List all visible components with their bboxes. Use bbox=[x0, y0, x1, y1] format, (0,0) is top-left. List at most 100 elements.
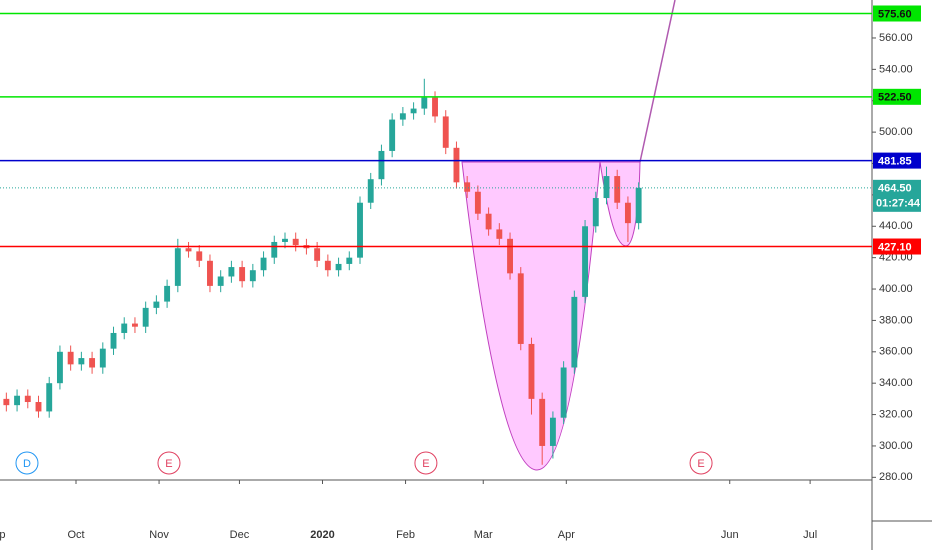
y-tick-label: 360.00 bbox=[879, 346, 913, 358]
x-tick-label: Mar bbox=[474, 529, 493, 541]
candle-body bbox=[432, 97, 438, 117]
level-label: 575.60 bbox=[878, 8, 912, 20]
candle-body bbox=[207, 260, 213, 286]
candle-body bbox=[324, 260, 331, 271]
level-label: 481.85 bbox=[878, 156, 912, 168]
y-tick-label: 340.00 bbox=[879, 377, 913, 389]
last-price-label: 464.50 bbox=[878, 183, 912, 195]
event-marker bbox=[157, 451, 181, 475]
candle-body bbox=[196, 251, 203, 261]
candle-body bbox=[3, 398, 10, 406]
candle-body bbox=[217, 276, 224, 286]
y-tick-label: 440.00 bbox=[879, 220, 913, 232]
y-tick-label: 380.00 bbox=[879, 314, 913, 326]
candle-body bbox=[624, 202, 631, 224]
event-marker bbox=[414, 451, 438, 475]
candle-body bbox=[507, 238, 513, 274]
candle-body bbox=[174, 248, 181, 286]
level-label: 427.10 bbox=[878, 241, 912, 253]
candle-body bbox=[239, 267, 246, 282]
x-tick-label: Jul bbox=[803, 529, 817, 541]
candle-body bbox=[153, 301, 160, 308]
candle-body bbox=[142, 307, 149, 327]
candle-body bbox=[78, 358, 85, 365]
candle-body bbox=[99, 348, 106, 368]
candle-body bbox=[335, 263, 342, 271]
event-label: D bbox=[23, 458, 31, 470]
candle-body bbox=[539, 398, 546, 446]
y-tick-label: 400.00 bbox=[879, 283, 913, 295]
y-tick-label: 320.00 bbox=[879, 408, 913, 420]
candle-body bbox=[89, 358, 96, 368]
candle-body bbox=[14, 395, 21, 406]
candle-body bbox=[614, 176, 621, 203]
candle-body bbox=[164, 285, 171, 302]
candle-body bbox=[603, 176, 610, 199]
candle-body bbox=[635, 187, 642, 224]
candle-body bbox=[399, 113, 406, 120]
candle-body bbox=[464, 182, 471, 192]
candle-body bbox=[185, 248, 192, 252]
y-tick-label: 500.00 bbox=[879, 126, 913, 138]
y-tick-label: 280.00 bbox=[879, 471, 913, 483]
candle-body bbox=[571, 296, 578, 368]
candle-body bbox=[346, 257, 353, 264]
candle-body bbox=[132, 323, 138, 327]
x-tick-label: Sep bbox=[0, 529, 5, 541]
event-label: E bbox=[697, 458, 704, 470]
candle-body bbox=[67, 351, 74, 365]
candle-body bbox=[271, 241, 278, 258]
level-label-box bbox=[873, 152, 921, 169]
candle-body bbox=[260, 257, 267, 271]
candle-body bbox=[35, 402, 42, 412]
y-tick-label: 540.00 bbox=[879, 63, 913, 75]
candle-body bbox=[24, 395, 31, 403]
candle-body bbox=[46, 383, 53, 412]
candle-body bbox=[121, 323, 128, 333]
candle-body bbox=[249, 270, 256, 282]
candle-body bbox=[582, 226, 589, 297]
y-tick-label: 560.00 bbox=[879, 32, 913, 44]
cup-pattern bbox=[461, 161, 641, 471]
y-tick-label: 420.00 bbox=[879, 252, 913, 264]
x-tick-label: 2020 bbox=[310, 529, 334, 541]
event-label: E bbox=[422, 458, 429, 470]
candle-body bbox=[292, 238, 299, 246]
event-marker bbox=[689, 451, 713, 475]
candle-body bbox=[560, 367, 567, 418]
x-tick-label: Apr bbox=[558, 529, 575, 541]
x-tick-label: Feb bbox=[396, 529, 415, 541]
candle-body bbox=[496, 229, 503, 239]
candle-body bbox=[110, 332, 117, 349]
candle-body bbox=[367, 179, 374, 203]
candle-body bbox=[389, 119, 396, 151]
candle-body bbox=[314, 248, 321, 261]
candle-body bbox=[357, 202, 363, 258]
candle-body bbox=[453, 147, 460, 183]
candle-body bbox=[485, 213, 492, 230]
candle-body bbox=[592, 198, 599, 227]
candle-body bbox=[56, 351, 63, 384]
event-marker bbox=[15, 451, 39, 475]
level-label-box bbox=[873, 88, 921, 105]
event-label: E bbox=[165, 458, 172, 470]
candle-body bbox=[410, 108, 417, 114]
level-label-box bbox=[873, 238, 921, 255]
x-tick-label: Jun bbox=[721, 529, 739, 541]
countdown-label: 01:27:44 bbox=[876, 198, 921, 210]
x-tick-label: Dec bbox=[230, 529, 250, 541]
level-label: 522.50 bbox=[878, 92, 912, 104]
candle-body bbox=[282, 238, 288, 242]
x-tick-label: Oct bbox=[67, 529, 84, 541]
level-label-box bbox=[873, 5, 921, 22]
candle-body bbox=[474, 191, 481, 214]
candle-body bbox=[528, 343, 535, 399]
candle-body bbox=[549, 417, 556, 446]
candle-body bbox=[442, 116, 449, 148]
projection-line bbox=[639, 0, 676, 163]
candle-body bbox=[378, 150, 385, 180]
last-price-box bbox=[873, 179, 921, 212]
candle-body bbox=[421, 97, 428, 109]
